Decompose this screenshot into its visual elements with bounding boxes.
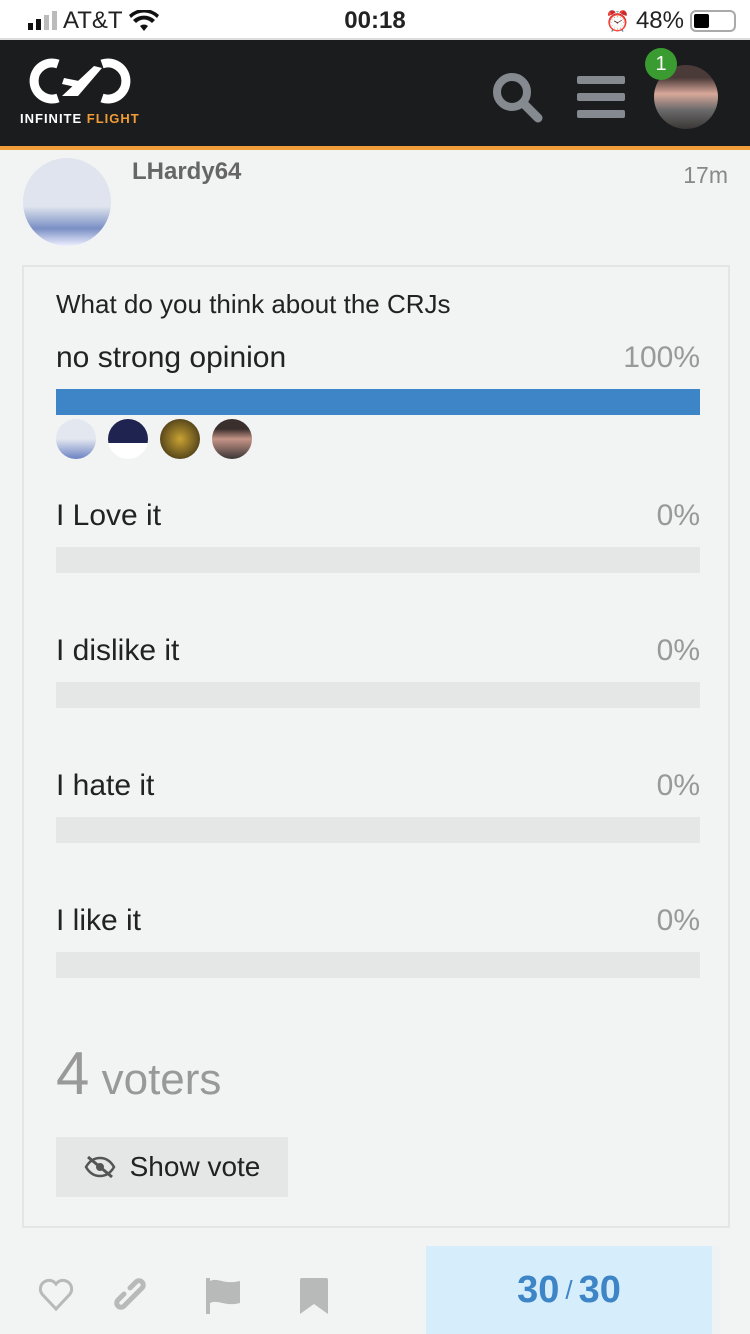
poll-option: I like it 0%	[56, 904, 700, 978]
signal-icon	[28, 11, 57, 30]
battery-percent: 48%	[635, 7, 684, 34]
poll-option: I Love it 0%	[56, 499, 700, 573]
option-percent: 0%	[656, 904, 700, 937]
menu-icon[interactable]	[577, 76, 625, 118]
site-header: INFINITE FLIGHT	[0, 40, 750, 150]
option-label: I dislike it	[56, 634, 180, 667]
post-author-avatar[interactable]	[23, 158, 111, 246]
clock: 00:18	[344, 7, 406, 34]
eye-slash-icon	[84, 1155, 116, 1179]
wifi-icon	[128, 10, 159, 31]
counter-separator: /	[565, 1274, 573, 1305]
logo-text: INFINITE FLIGHT	[20, 111, 140, 126]
current-post: 30	[517, 1268, 560, 1311]
poll: What do you think about the CRJs no stro…	[22, 265, 730, 1228]
notification-badge[interactable]: 1	[645, 48, 677, 80]
option-bar	[56, 817, 700, 843]
option-percent: 0%	[656, 499, 700, 532]
post-username[interactable]: LHardy64	[132, 158, 242, 185]
search-icon[interactable]	[490, 70, 546, 126]
option-bar	[56, 389, 700, 415]
post-age[interactable]: 17m	[683, 162, 728, 188]
logo-mark-icon	[29, 58, 131, 104]
option-percent: 0%	[656, 769, 700, 802]
option-label: I like it	[56, 904, 142, 937]
battery-icon	[690, 10, 736, 32]
option-bar	[56, 547, 700, 573]
poll-option: I dislike it 0%	[56, 634, 700, 708]
voter-avatar[interactable]	[160, 419, 200, 459]
bookmark-icon[interactable]	[300, 1278, 328, 1314]
alarm-icon: ⏰	[605, 10, 630, 33]
link-icon[interactable]	[114, 1278, 152, 1316]
infinite-flight-logo[interactable]: INFINITE FLIGHT	[20, 56, 140, 126]
status-bar: AT&T 00:18 ⏰ 48%	[0, 0, 750, 40]
carrier: AT&T	[28, 7, 159, 35]
voter-avatar[interactable]	[108, 419, 148, 459]
voter-avatar[interactable]	[56, 419, 96, 459]
option-bar-fill	[56, 389, 700, 415]
option-label: I hate it	[56, 769, 155, 802]
voter-avatar[interactable]	[212, 419, 252, 459]
flag-icon[interactable]	[206, 1278, 242, 1314]
option-percent: 0%	[656, 634, 700, 667]
poll-option: no strong opinion 100%	[56, 341, 700, 415]
heart-icon[interactable]	[38, 1278, 74, 1312]
show-vote-button[interactable]: Show vote	[56, 1137, 288, 1197]
option-label: no strong opinion	[56, 341, 287, 374]
show-vote-label: Show vote	[129, 1151, 261, 1182]
option-bar	[56, 682, 700, 708]
voter-avatars	[56, 419, 252, 459]
carrier-name: AT&T	[63, 7, 123, 34]
total-posts: 30	[578, 1268, 621, 1311]
poll-option: I hate it 0%	[56, 769, 700, 843]
option-label: I Love it	[56, 499, 162, 532]
voters-count: 4 voters	[56, 1040, 222, 1107]
option-percent: 100%	[623, 341, 700, 374]
poll-question: What do you think about the CRJs	[56, 289, 451, 319]
option-bar	[56, 952, 700, 978]
post-counter[interactable]: 30 / 30	[426, 1246, 720, 1334]
